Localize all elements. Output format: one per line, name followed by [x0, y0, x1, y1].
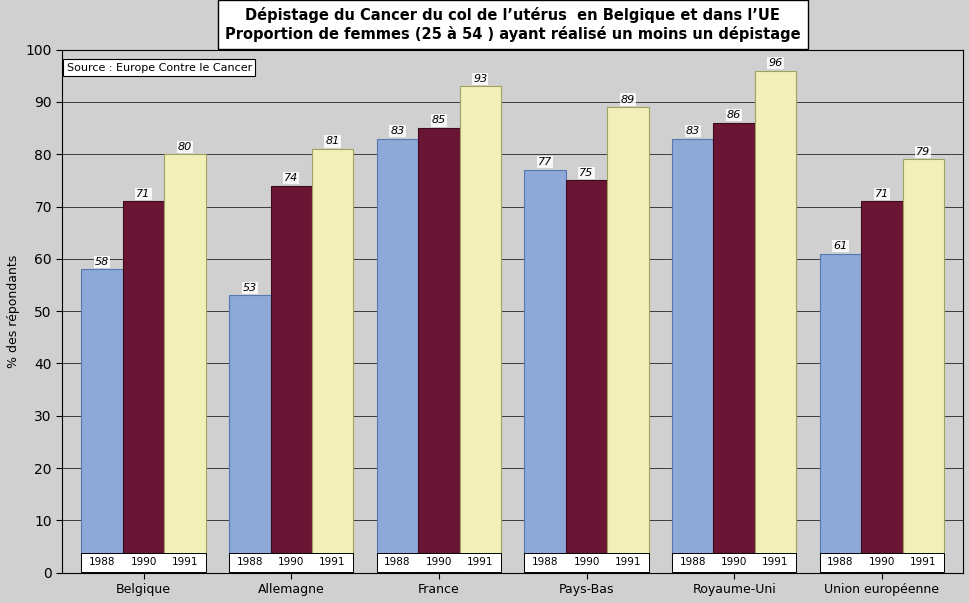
Bar: [754, 71, 796, 573]
Text: 1990: 1990: [278, 557, 304, 567]
Text: 61: 61: [832, 241, 847, 251]
Bar: [713, 123, 754, 573]
Bar: [860, 201, 901, 573]
Text: 1988: 1988: [827, 557, 853, 567]
Bar: [607, 107, 648, 573]
Text: 1990: 1990: [130, 557, 157, 567]
Text: 93: 93: [473, 74, 486, 84]
Text: 83: 83: [390, 126, 404, 136]
Bar: [311, 149, 353, 573]
FancyBboxPatch shape: [672, 554, 796, 572]
Text: 80: 80: [177, 142, 192, 151]
Bar: [81, 270, 123, 573]
FancyBboxPatch shape: [229, 554, 353, 572]
Y-axis label: % des répondants: % des répondants: [7, 254, 20, 368]
Text: 1988: 1988: [89, 557, 115, 567]
Text: 74: 74: [284, 173, 298, 183]
Text: 1991: 1991: [466, 557, 493, 567]
Text: 1988: 1988: [236, 557, 263, 567]
Bar: [270, 186, 311, 573]
Text: 1988: 1988: [384, 557, 410, 567]
Text: 1991: 1991: [614, 557, 641, 567]
Text: 96: 96: [767, 58, 782, 68]
Text: Source : Europe Contre le Cancer: Source : Europe Contre le Cancer: [67, 63, 252, 73]
Text: 77: 77: [538, 157, 551, 167]
FancyBboxPatch shape: [81, 554, 205, 572]
Text: 81: 81: [325, 136, 339, 147]
Text: 89: 89: [620, 95, 635, 104]
Bar: [901, 159, 943, 573]
FancyBboxPatch shape: [376, 554, 500, 572]
Bar: [672, 139, 713, 573]
Bar: [164, 154, 205, 573]
Text: 71: 71: [874, 189, 888, 199]
Text: 1988: 1988: [679, 557, 705, 567]
Text: 1991: 1991: [172, 557, 198, 567]
Text: 1990: 1990: [425, 557, 452, 567]
Bar: [123, 201, 164, 573]
Text: 1990: 1990: [868, 557, 894, 567]
Text: 85: 85: [431, 116, 446, 125]
FancyBboxPatch shape: [524, 554, 648, 572]
FancyBboxPatch shape: [819, 554, 943, 572]
Text: 1991: 1991: [909, 557, 935, 567]
Bar: [229, 295, 270, 573]
Text: 83: 83: [685, 126, 700, 136]
Bar: [376, 139, 418, 573]
Text: 1991: 1991: [762, 557, 788, 567]
Text: 86: 86: [727, 110, 740, 120]
Bar: [418, 128, 459, 573]
Text: 1991: 1991: [319, 557, 345, 567]
Bar: [565, 180, 607, 573]
Text: 58: 58: [95, 257, 109, 267]
Text: 53: 53: [242, 283, 257, 293]
Text: 79: 79: [915, 147, 929, 157]
Text: 71: 71: [137, 189, 150, 199]
Text: 1988: 1988: [531, 557, 558, 567]
Bar: [524, 170, 565, 573]
Title: Dépistage du Cancer du col de l’utérus  en Belgique et dans l’UE
Proportion de f: Dépistage du Cancer du col de l’utérus e…: [225, 7, 799, 42]
Text: 1990: 1990: [720, 557, 746, 567]
Text: 75: 75: [578, 168, 593, 178]
Text: 1990: 1990: [573, 557, 599, 567]
Bar: [459, 86, 500, 573]
Bar: [819, 254, 860, 573]
